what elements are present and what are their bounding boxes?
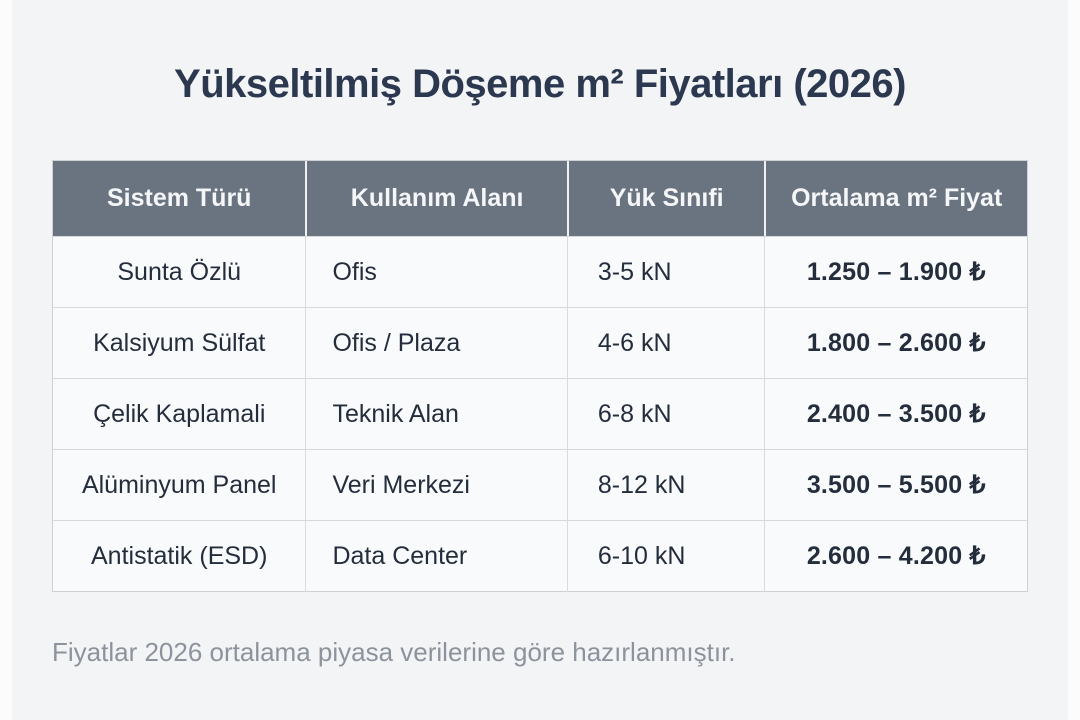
left-edge-margin [0, 0, 12, 720]
cell-system: Çelik Kaplamali [93, 400, 266, 428]
header-cell-system: Sistem Türü [106, 184, 252, 212]
cell-system: Alüminyum Panel [81, 471, 277, 499]
cell-price: 1.250 – 1.900 ₺ [764, 237, 1026, 308]
table-row: Sunta Özlü Ofis 3-5 kN 1.250 – 1.900 ₺ [53, 236, 1027, 308]
header-cell-price: Ortalama m² Fiyat [764, 161, 1026, 236]
cell-system: Sunta Özlü [117, 258, 242, 286]
cell-price: 2.600 – 4.200 ₺ [764, 521, 1026, 592]
cell-load: 8-12 kN [566, 450, 765, 521]
cell-usage: Data Center [305, 521, 566, 592]
cell-usage: Ofis [305, 237, 566, 308]
price-table: Sistem Türü Kullanım Alanı Yük Sınıfi Or… [52, 160, 1028, 592]
page-title: Yükseltilmiş Döşeme m² Fiyatları (2026) [174, 62, 906, 106]
cell-system: Kalsiyum Sülfat [93, 329, 266, 357]
cell-usage: Ofis / Plaza [305, 308, 566, 379]
cell-usage: Teknik Alan [305, 379, 566, 450]
table-row: Çelik Kaplamali Teknik Alan 6-8 kN 2.400… [53, 378, 1027, 450]
table-header-row: Sistem Türü Kullanım Alanı Yük Sınıfi Or… [53, 161, 1027, 236]
cell-load: 3-5 kN [566, 237, 765, 308]
cell-price: 3.500 – 5.500 ₺ [764, 450, 1026, 521]
cell-price: 2.400 – 3.500 ₺ [764, 379, 1026, 450]
cell-usage: Veri Merkezi [305, 450, 566, 521]
table-row: Antistatik (ESD) Data Center 6-10 kN 2.6… [53, 520, 1027, 592]
cell-load: 4-6 kN [566, 308, 765, 379]
table-row: Alüminyum Panel Veri Merkezi 8-12 kN 3.5… [53, 449, 1027, 521]
cell-load: 6-10 kN [566, 521, 765, 592]
cell-price: 1.800 – 2.600 ₺ [764, 308, 1026, 379]
cell-load: 6-8 kN [566, 379, 765, 450]
table-row: Kalsiyum Sülfat Ofis / Plaza 4-6 kN 1.80… [53, 307, 1027, 379]
footnote: Fiyatlar 2026 ortalama piyasa verilerine… [52, 637, 736, 667]
header-cell-load: Yük Sınıfi [566, 161, 765, 236]
cell-system: Antistatik (ESD) [91, 542, 268, 570]
right-edge-margin [1068, 0, 1080, 720]
header-cell-usage: Kullanım Alanı [305, 161, 566, 236]
